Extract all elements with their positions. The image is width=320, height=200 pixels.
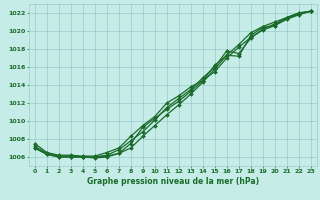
X-axis label: Graphe pression niveau de la mer (hPa): Graphe pression niveau de la mer (hPa) [87,177,259,186]
